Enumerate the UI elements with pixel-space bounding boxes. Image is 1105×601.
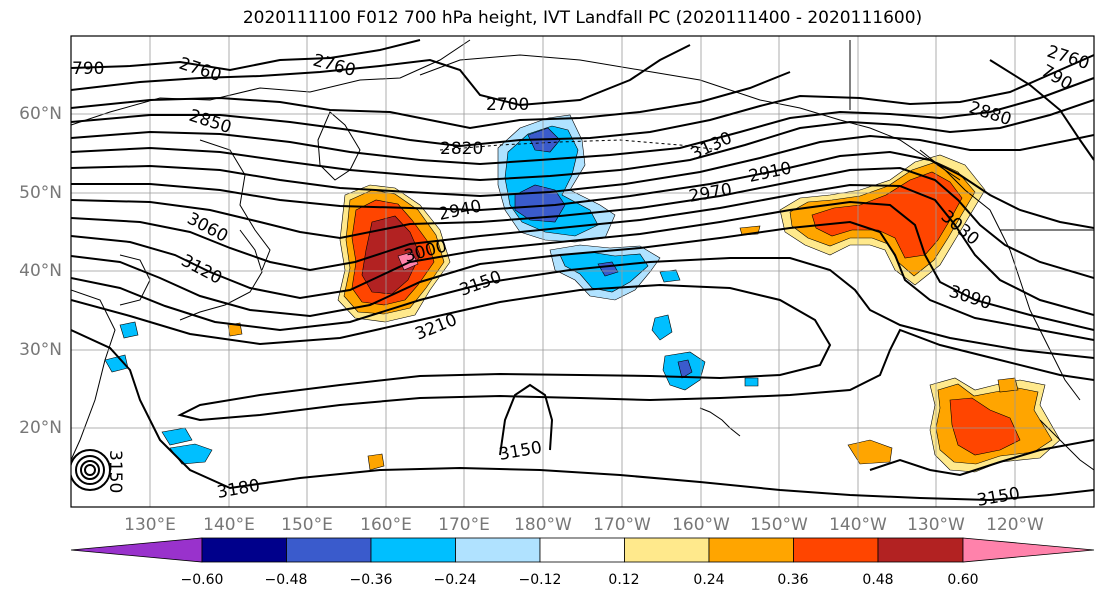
colorbar-tick: 0.48 (862, 572, 894, 588)
colorbar-segment (877, 537, 964, 563)
contour-low-3 (80, 460, 100, 480)
contour-13 (71, 257, 1094, 359)
colorbar-segment (455, 537, 541, 563)
colorbar-segment (286, 537, 372, 563)
coast-mexico (1039, 419, 1094, 471)
coast-bc (919, 149, 1011, 251)
contour-sub-east (869, 439, 1094, 477)
coast-asia (71, 39, 471, 126)
lat-label: 30°N (19, 340, 62, 360)
lon-label: 130°W (907, 515, 965, 535)
contour-label: 3150 (975, 484, 1021, 511)
colorbar-tick: −0.48 (264, 572, 308, 588)
colorbar-segment (370, 537, 456, 563)
shade-pos-gulf3 (811, 171, 963, 259)
lon-label: 150°E (281, 515, 333, 535)
colorbar-extend-right (962, 537, 1095, 563)
map-title: 2020111100 F012 700 hPa height, IVT Land… (242, 8, 923, 28)
lat-label: 20°N (19, 418, 62, 438)
contour-north-2 (71, 44, 691, 107)
contour-10 (71, 183, 1094, 316)
lat-label: 50°N (19, 183, 62, 203)
lon-label: 170°E (438, 515, 490, 535)
contour-9 (71, 166, 1094, 279)
contour-15 (71, 329, 1094, 502)
coast-china (71, 289, 116, 461)
colorbar-tick: −0.36 (349, 572, 393, 588)
colorbar-segment (708, 537, 794, 563)
shade-neg-west1 (161, 427, 193, 446)
lon-label: 180°W (514, 515, 572, 535)
contour-11 (71, 200, 1094, 331)
contour-low-1 (71, 449, 111, 491)
contour-5 (71, 77, 1094, 166)
contour-coast-east (989, 59, 1094, 161)
lat-label: 40°N (19, 261, 62, 281)
contour-7 (71, 134, 1094, 198)
lon-label: 170°W (593, 515, 651, 535)
colorbar-tick: −0.24 (433, 572, 477, 588)
map-frame (70, 35, 1095, 508)
colorbar-segment (793, 537, 879, 563)
shade-pos-small5 (997, 377, 1019, 393)
contour-label: 2820 (440, 139, 483, 159)
shade-pos-small4 (367, 453, 385, 471)
colorbar-tick: 0.12 (608, 572, 640, 588)
colorbar-segment (201, 537, 287, 563)
hawaii-islands (699, 407, 741, 437)
height-contours (71, 39, 1094, 502)
colorbar-tick: 0.60 (947, 572, 979, 588)
contour-north-1 (71, 39, 421, 72)
coast-japan (179, 229, 263, 321)
shade-neg-small2 (659, 269, 681, 283)
map-plot-area: 790 2760 2760 2700 2850 2820 3130 2880 7… (71, 36, 1094, 511)
colorbar-tick: −0.12 (518, 572, 562, 588)
contour-4 (71, 54, 1094, 148)
lon-label: 140°E (203, 515, 255, 535)
coast-okhotsk (199, 139, 271, 271)
colorbar-extend-left (70, 537, 203, 563)
contour-label: 790 (72, 59, 104, 79)
contour-14 (71, 283, 1094, 422)
contour-label: 3150 (105, 450, 125, 493)
contour-label: 2700 (486, 95, 529, 115)
colorbar-tick: −0.60 (180, 572, 224, 588)
colorbar-segment (624, 537, 710, 563)
contour-low-4 (84, 464, 96, 476)
lon-label: 140°W (829, 515, 887, 535)
lon-label: 160°W (672, 515, 730, 535)
lon-label: 130°E (124, 515, 176, 535)
contour-12 (71, 220, 1094, 341)
contour-low-2 (75, 455, 105, 485)
shade-neg-west4 (119, 321, 139, 339)
colorbar (70, 537, 1095, 563)
lon-label: 120°W (986, 515, 1044, 535)
contour-ridge (499, 383, 554, 456)
coast-alaska (419, 54, 961, 181)
colorbar-tick: 0.24 (693, 572, 725, 588)
shade-neg-hawaii-deep (677, 359, 693, 379)
colorbar-segment (539, 537, 625, 563)
shade-pos-subtrop3 (949, 397, 1021, 456)
lat-label: 60°N (19, 104, 62, 124)
contour-8 (71, 150, 1094, 229)
contour-6 (71, 99, 1094, 182)
contour-3 (71, 71, 791, 130)
colorbar-tick: 0.36 (777, 572, 809, 588)
lon-label: 160°E (360, 515, 412, 535)
shade-neg-west5 (744, 377, 759, 387)
shade-neg-small1 (651, 314, 673, 341)
lon-label: 150°W (750, 515, 808, 535)
shade-pos-kamchatka4 (361, 215, 421, 295)
